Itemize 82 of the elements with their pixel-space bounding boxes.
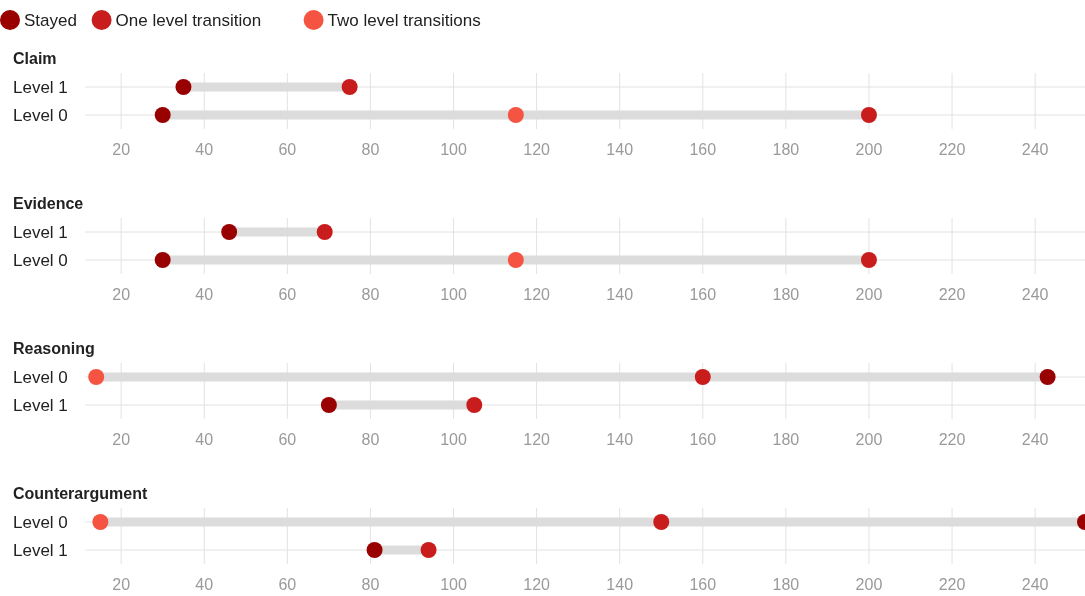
x-tick-label: 40 xyxy=(195,141,214,158)
y-tick-label: Level 1 xyxy=(13,396,68,415)
x-tick-label: 40 xyxy=(195,431,214,448)
x-tick-label: 80 xyxy=(361,141,380,158)
x-tick-label: 180 xyxy=(772,431,800,448)
point xyxy=(1039,369,1056,385)
x-tick-label: 40 xyxy=(195,286,214,303)
point xyxy=(860,252,877,268)
x-tick-label: 220 xyxy=(938,141,966,158)
point xyxy=(366,542,383,558)
x-tick-label: 20 xyxy=(112,431,131,448)
y-tick-label: Level 0 xyxy=(13,368,68,387)
point xyxy=(320,397,337,413)
legend-label: Two level transitions xyxy=(327,11,481,30)
x-tick-label: 140 xyxy=(606,431,634,448)
x-tick-label: 20 xyxy=(112,286,131,303)
x-tick-label: 200 xyxy=(855,286,883,303)
x-tick-label: 60 xyxy=(278,431,297,448)
x-tick-label: 60 xyxy=(278,141,297,158)
x-tick-label: 120 xyxy=(523,431,551,448)
point xyxy=(507,107,524,123)
chart-title: Reasoning xyxy=(13,340,95,357)
x-tick-label: 80 xyxy=(361,576,380,593)
x-tick-label: 60 xyxy=(278,576,297,593)
x-tick-label: 20 xyxy=(112,141,131,158)
y-tick-label: Level 0 xyxy=(13,106,68,125)
x-tick-label: 240 xyxy=(1021,141,1049,158)
x-tick-label: 80 xyxy=(361,431,380,448)
point xyxy=(420,542,437,558)
x-tick-label: 140 xyxy=(606,141,634,158)
x-tick-label: 100 xyxy=(440,431,467,448)
x-tick-label: 180 xyxy=(772,286,800,303)
y-tick-label: Level 0 xyxy=(13,513,68,532)
point xyxy=(694,369,711,385)
x-tick-label: 60 xyxy=(278,286,297,303)
point xyxy=(341,79,358,95)
point xyxy=(653,514,670,530)
x-tick-label: 100 xyxy=(440,576,467,593)
x-tick-label: 100 xyxy=(440,141,467,158)
x-tick-label: 140 xyxy=(606,576,634,593)
point xyxy=(92,514,109,530)
x-tick-label: 220 xyxy=(938,286,966,303)
x-tick-label: 40 xyxy=(195,576,214,593)
y-tick-label: Level 1 xyxy=(13,223,68,242)
point xyxy=(221,224,238,240)
x-tick-label: 20 xyxy=(112,576,131,593)
y-tick-label: Level 0 xyxy=(13,251,68,270)
x-tick-label: 160 xyxy=(689,431,717,448)
point xyxy=(154,252,171,268)
x-tick-label: 240 xyxy=(1021,286,1049,303)
legend-label: One level transition xyxy=(115,11,262,30)
chart-title: Counterargument xyxy=(13,485,148,502)
x-tick-label: 80 xyxy=(361,286,380,303)
point xyxy=(466,397,483,413)
x-tick-label: 160 xyxy=(689,286,717,303)
x-tick-label: 160 xyxy=(689,576,717,593)
x-tick-label: 120 xyxy=(523,576,551,593)
x-tick-label: 200 xyxy=(855,576,883,593)
x-tick-label: 100 xyxy=(440,286,467,303)
point xyxy=(154,107,171,123)
x-tick-label: 200 xyxy=(855,141,883,158)
point xyxy=(88,369,105,385)
x-tick-label: 120 xyxy=(523,286,551,303)
point xyxy=(316,224,333,240)
x-tick-label: 220 xyxy=(938,431,966,448)
x-tick-label: 180 xyxy=(772,141,800,158)
x-tick-label: 220 xyxy=(938,576,966,593)
chart-title: Claim xyxy=(13,50,57,67)
x-tick-label: 200 xyxy=(855,431,883,448)
point xyxy=(507,252,524,268)
x-tick-label: 180 xyxy=(772,576,800,593)
x-tick-label: 160 xyxy=(689,141,717,158)
x-tick-label: 120 xyxy=(523,141,551,158)
x-tick-label: 240 xyxy=(1021,431,1049,448)
y-tick-label: Level 1 xyxy=(13,541,68,560)
y-tick-label: Level 1 xyxy=(13,78,68,97)
legend-label: Stayed xyxy=(24,11,77,30)
x-tick-label: 240 xyxy=(1021,576,1049,593)
point xyxy=(860,107,877,123)
point xyxy=(175,79,192,95)
chart-title: Evidence xyxy=(13,195,84,212)
x-tick-label: 140 xyxy=(606,286,634,303)
